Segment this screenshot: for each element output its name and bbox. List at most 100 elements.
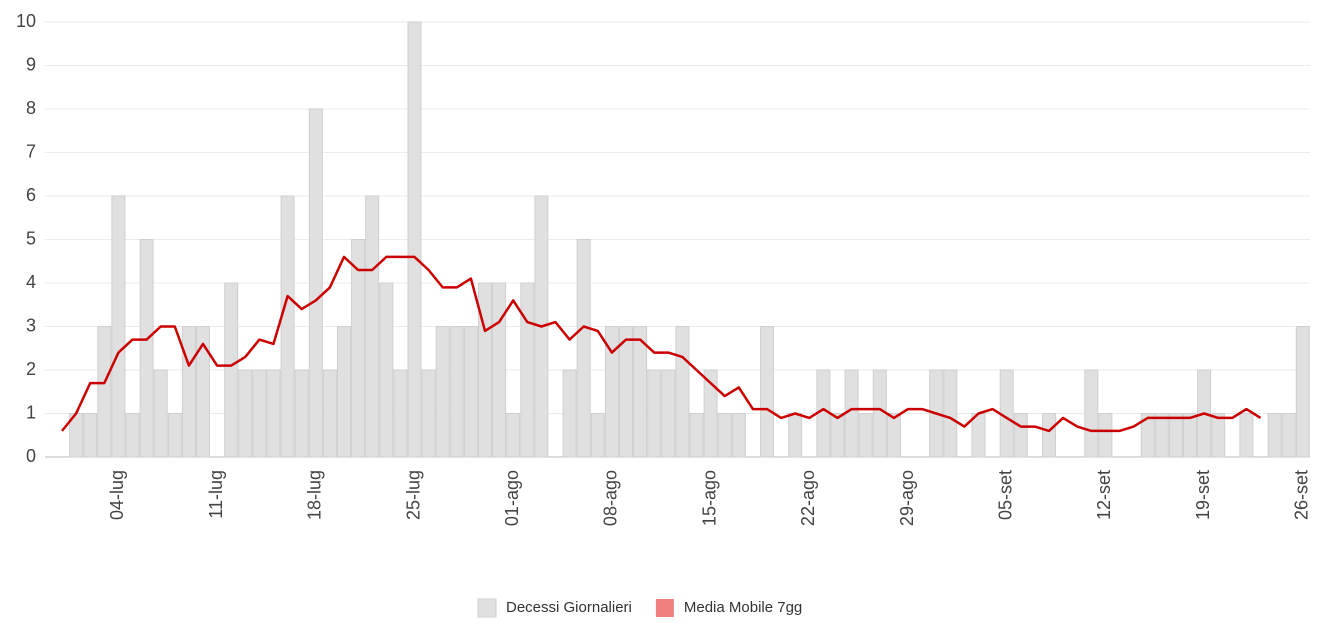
- legend-swatch: [477, 598, 497, 618]
- bar: [647, 369, 662, 458]
- y-tick-label: 6: [26, 185, 36, 205]
- bar: [280, 195, 295, 458]
- bar: [886, 413, 901, 458]
- bar: [1013, 413, 1028, 458]
- x-tick-label: 05-set: [995, 470, 1015, 520]
- bar: [717, 413, 732, 458]
- bar: [830, 413, 845, 458]
- lines: [61, 255, 1262, 433]
- bar: [562, 369, 577, 458]
- bar: [1183, 413, 1197, 458]
- bar: [816, 369, 831, 458]
- bar: [872, 369, 887, 458]
- bar: [844, 369, 859, 458]
- x-tick-label: 01-ago: [502, 470, 522, 526]
- bar: [971, 413, 986, 458]
- y-tick-label: 9: [26, 54, 36, 74]
- bar: [393, 369, 408, 458]
- bar: [478, 282, 492, 458]
- bar: [252, 369, 267, 458]
- legend-swatch: [655, 599, 674, 617]
- bar: [365, 195, 380, 458]
- bar: [322, 369, 337, 458]
- y-tick-label: 1: [26, 402, 36, 422]
- bar: [224, 282, 239, 458]
- bar: [125, 413, 140, 458]
- legend-label: Decessi Giornalieri: [506, 599, 632, 616]
- bar: [1239, 413, 1254, 458]
- x-tick-label: 11-lug: [206, 470, 226, 519]
- bar: [463, 326, 478, 458]
- bar: [1042, 413, 1056, 458]
- bar: [238, 369, 253, 458]
- bar: [619, 326, 633, 458]
- bar: [111, 195, 126, 458]
- bar: [689, 413, 704, 458]
- bar: [1140, 413, 1155, 458]
- x-tick-label: 29-ago: [897, 470, 917, 526]
- x-tick-label: 04-lug: [107, 470, 127, 520]
- legend: Decessi Giornalieri Media Mobile 7gg: [477, 598, 802, 618]
- bar: [435, 326, 450, 458]
- bar: [167, 413, 182, 458]
- bar: [788, 413, 803, 458]
- x-tick-label: 15-ago: [699, 470, 719, 526]
- bar: [421, 369, 436, 458]
- x-tick-label: 12-set: [1094, 470, 1114, 520]
- bar: [604, 326, 619, 458]
- bar: [449, 326, 464, 458]
- bar: [139, 239, 154, 458]
- bar: [731, 413, 746, 458]
- legend-label: Media Mobile 7gg: [684, 599, 802, 616]
- bar: [999, 369, 1014, 458]
- x-tick-label: 22-ago: [798, 470, 818, 526]
- bar: [943, 369, 958, 458]
- bar: [1295, 326, 1310, 458]
- bar: [1267, 413, 1282, 458]
- bar: [858, 413, 873, 458]
- bar: [520, 282, 535, 458]
- y-tick-label: 5: [26, 228, 36, 248]
- bar: [661, 369, 676, 458]
- y-tick-label: 3: [26, 315, 36, 335]
- y-tick-label: 0: [26, 446, 36, 466]
- bar: [83, 413, 98, 458]
- y-tick-label: 2: [26, 359, 36, 379]
- y-tick-label: 8: [26, 98, 36, 118]
- bar: [308, 108, 323, 458]
- bar: [492, 282, 507, 458]
- bar: [181, 326, 196, 458]
- bar: [1211, 413, 1226, 458]
- bar: [675, 326, 690, 458]
- x-tick-label: 19-set: [1193, 470, 1213, 520]
- bar: [407, 21, 422, 458]
- x-tick-label: 26-set: [1292, 470, 1312, 520]
- bar: [1154, 413, 1169, 458]
- bar: [97, 326, 112, 458]
- bar: [266, 369, 281, 458]
- bar: [379, 282, 394, 458]
- y-tick-label: 7: [26, 141, 36, 161]
- bar: [1098, 413, 1113, 458]
- bar: [633, 326, 648, 458]
- x-tick-label: 18-lug: [305, 470, 325, 520]
- bar: [351, 239, 366, 458]
- bar: [1168, 413, 1183, 458]
- bar: [590, 413, 605, 458]
- bar: [576, 239, 591, 458]
- bar: [760, 326, 774, 458]
- labels: 0 1 2 3 4 5 6 7 8 9 10 04-lug 11-lug 18-lug 25-lug 01-a…: [16, 11, 1312, 526]
- x-tick-label: 08-ago: [601, 470, 621, 526]
- y-tick-label: 10: [16, 11, 36, 31]
- y-tick-label: 4: [26, 272, 36, 292]
- bar: [196, 326, 210, 458]
- bar: [703, 369, 718, 458]
- bar: [1281, 413, 1296, 458]
- bar: [1084, 369, 1099, 458]
- bar: [506, 413, 521, 458]
- bar: [294, 369, 309, 458]
- bar: [153, 369, 168, 458]
- x-tick-label: 25-lug: [403, 470, 423, 520]
- bar: [337, 326, 351, 458]
